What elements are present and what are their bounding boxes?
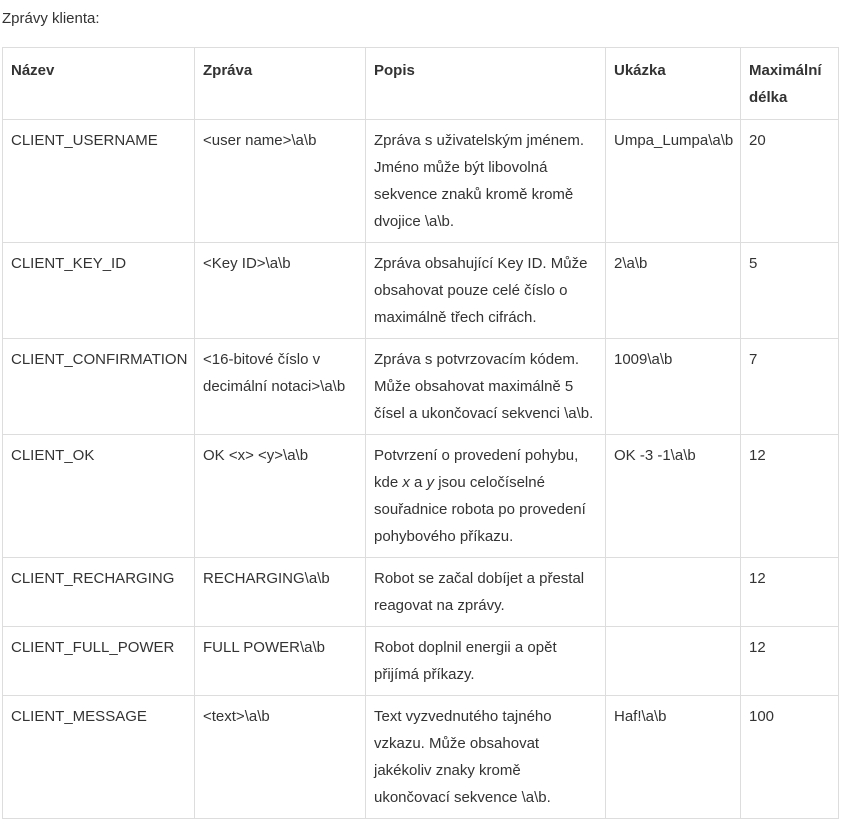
cell-description: Robot se začal dobíjet a přestal reagova… xyxy=(365,557,606,627)
table-row: CLIENT_OK OK <x> <y>\a\b Potvrzení o pro… xyxy=(2,434,839,558)
cell-description: Text vyzvednutého tajného vzkazu. Může o… xyxy=(365,695,606,819)
cell-max-length: 12 xyxy=(740,434,839,558)
cell-message: RECHARGING\a\b xyxy=(194,557,366,627)
header-nazev: Název xyxy=(2,47,195,120)
header-popis: Popis xyxy=(365,47,606,120)
cell-example: OK -3 -1\a\b xyxy=(605,434,741,558)
cell-message: <user name>\a\b xyxy=(194,119,366,243)
header-zprava: Zpráva xyxy=(194,47,366,120)
cell-name: CLIENT_RECHARGING xyxy=(2,557,195,627)
cell-max-length: 100 xyxy=(740,695,839,819)
cell-max-length: 5 xyxy=(740,242,839,339)
intro-text: Zprávy klienta: xyxy=(2,10,100,27)
cell-message: <text>\a\b xyxy=(194,695,366,819)
description-text: jsou celočíselné souřadnice robota po pr… xyxy=(374,474,586,545)
cell-example: Haf!\a\b xyxy=(605,695,741,819)
cell-max-length: 7 xyxy=(740,338,839,435)
client-messages-table: Název Zpráva Popis Ukázka Maximální délk… xyxy=(2,47,839,819)
cell-example xyxy=(605,626,741,696)
cell-max-length: 12 xyxy=(740,626,839,696)
cell-message: OK <x> <y>\a\b xyxy=(194,434,366,558)
description-text: a xyxy=(409,474,427,491)
table-row: CLIENT_KEY_ID <Key ID>\a\b Zpráva obsahu… xyxy=(2,242,839,339)
cell-name: CLIENT_OK xyxy=(2,434,195,558)
cell-description: Zpráva s potvrzovacím kódem. Může obsaho… xyxy=(365,338,606,435)
cell-message: <Key ID>\a\b xyxy=(194,242,366,339)
cell-example: 2\a\b xyxy=(605,242,741,339)
cell-name: CLIENT_USERNAME xyxy=(2,119,195,243)
cell-max-length: 12 xyxy=(740,557,839,627)
cell-max-length: 20 xyxy=(740,119,839,243)
cell-name: CLIENT_CONFIRMATION xyxy=(2,338,195,435)
table-row: CLIENT_RECHARGING RECHARGING\a\b Robot s… xyxy=(2,557,839,627)
cell-description: Zpráva obsahující Key ID. Může obsahovat… xyxy=(365,242,606,339)
table-header-row: Název Zpráva Popis Ukázka Maximální délk… xyxy=(2,47,839,120)
cell-example: 1009\a\b xyxy=(605,338,741,435)
variable-y: y xyxy=(426,474,435,491)
header-max-delka: Maximální délka xyxy=(740,47,839,120)
table-row: CLIENT_USERNAME <user name>\a\b Zpráva s… xyxy=(2,119,839,243)
variable-x: x xyxy=(402,474,410,491)
table-row: CLIENT_MESSAGE <text>\a\b Text vyzvednut… xyxy=(2,695,839,819)
cell-name: CLIENT_KEY_ID xyxy=(2,242,195,339)
cell-message: <16-bitové číslo v decimální notaci>\a\b xyxy=(194,338,366,435)
cell-name: CLIENT_MESSAGE xyxy=(2,695,195,819)
cell-description: Potvrzení o provedení pohybu, kde x a y … xyxy=(365,434,606,558)
description-text: Potvrzení o provedení pohybu, kde xyxy=(374,447,579,491)
cell-name: CLIENT_FULL_POWER xyxy=(2,626,195,696)
header-ukazka: Ukázka xyxy=(605,47,741,120)
cell-description: Zpráva s uživatelským jménem. Jméno může… xyxy=(365,119,606,243)
table-row: CLIENT_CONFIRMATION <16-bitové číslo v d… xyxy=(2,338,839,435)
table-row: CLIENT_FULL_POWER FULL POWER\a\b Robot d… xyxy=(2,626,839,696)
cell-message: FULL POWER\a\b xyxy=(194,626,366,696)
cell-description: Robot doplnil energii a opět přijímá pří… xyxy=(365,626,606,696)
cell-example xyxy=(605,557,741,627)
cell-example: Umpa_Lumpa\a\b xyxy=(605,119,741,243)
